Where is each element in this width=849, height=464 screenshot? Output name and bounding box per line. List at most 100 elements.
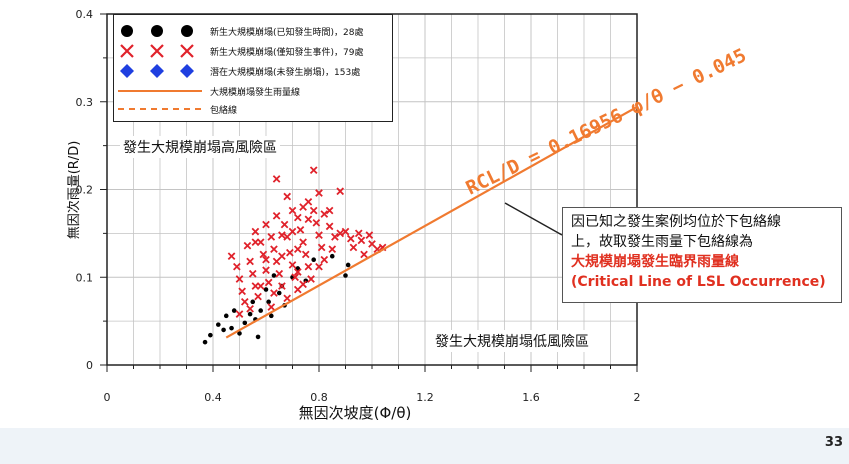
legend-label: 大規模崩塌發生雨量線 bbox=[210, 88, 301, 98]
red-x-point bbox=[243, 241, 252, 250]
solid-line-icon bbox=[118, 90, 202, 92]
low-risk-label: 發生大規模崩塌低風險區 bbox=[432, 330, 592, 352]
y-tick-label: 0.1 bbox=[76, 271, 94, 284]
red-x-point bbox=[293, 213, 302, 222]
red-x-point bbox=[307, 275, 315, 283]
red-x-point bbox=[283, 294, 292, 303]
black-dot-point bbox=[343, 273, 348, 278]
black-dot-point bbox=[255, 334, 261, 340]
black-dot-point bbox=[216, 322, 221, 327]
black-dot-point bbox=[223, 313, 229, 319]
high-risk-label: 發生大規模崩塌高風險區 bbox=[120, 136, 280, 158]
y-tick-label: 0.4 bbox=[76, 8, 94, 21]
red-x-point bbox=[299, 203, 307, 211]
black-dot-point bbox=[250, 299, 256, 305]
red-x-point bbox=[331, 233, 339, 241]
red-x-point bbox=[357, 236, 366, 245]
red-x-point bbox=[317, 243, 326, 252]
callout-line-3: 大規模崩塌發生臨界雨量線 bbox=[571, 254, 739, 270]
red-x-point bbox=[283, 192, 292, 201]
red-x-point bbox=[312, 219, 321, 227]
black-dot-point bbox=[345, 262, 351, 268]
black-dot-point bbox=[229, 325, 234, 331]
red-x-point bbox=[235, 275, 244, 283]
red-x-point bbox=[309, 206, 318, 215]
black-dot-point bbox=[237, 331, 242, 336]
red-x-point bbox=[272, 175, 281, 183]
red-x-point bbox=[315, 262, 323, 271]
red-x-point bbox=[349, 243, 358, 252]
red-x-point bbox=[286, 248, 294, 257]
red-x-point bbox=[320, 255, 329, 264]
black-dot-point bbox=[208, 332, 213, 338]
red-x-point bbox=[299, 280, 307, 289]
red-x-point bbox=[262, 266, 270, 275]
red-x-point bbox=[248, 269, 257, 278]
black-dot-point bbox=[202, 339, 208, 345]
red-x-point bbox=[293, 268, 302, 276]
x-tick-label: 0 bbox=[104, 391, 111, 404]
red-x-point bbox=[336, 187, 345, 196]
critical-line-segment bbox=[225, 105, 638, 339]
red-x-point bbox=[259, 250, 268, 259]
x-tick-label: 1.6 bbox=[522, 391, 540, 404]
black-dot-point bbox=[329, 253, 335, 259]
black-dot-point bbox=[271, 273, 277, 278]
black-dot-point bbox=[242, 320, 248, 326]
red-x-point bbox=[246, 257, 254, 266]
red-x-icon bbox=[180, 44, 194, 58]
red-x-point bbox=[233, 262, 241, 271]
x-axis-label: 無因次坡度(Φ/θ) bbox=[299, 404, 412, 422]
black-dot-point bbox=[231, 308, 237, 313]
legend-item-potential: 潛在大規模崩塌(未發生崩塌)，153處 bbox=[114, 63, 392, 79]
red-x-point bbox=[288, 206, 297, 215]
red-x-point bbox=[270, 245, 278, 254]
red-x-point bbox=[272, 211, 281, 220]
red-x-point bbox=[270, 289, 278, 297]
black-dot-point bbox=[266, 299, 271, 305]
red-x-point bbox=[246, 305, 254, 313]
black-dot-point bbox=[258, 308, 264, 313]
black-dot-point bbox=[221, 327, 226, 333]
red-x-point bbox=[291, 273, 299, 282]
blue-diamond-icon bbox=[180, 64, 194, 78]
x-tick-label: 0.4 bbox=[204, 391, 222, 404]
red-x-point bbox=[275, 269, 284, 278]
legend-item-critical-line: 大規模崩塌發生雨量線 bbox=[114, 83, 392, 99]
red-x-point bbox=[346, 234, 355, 243]
y-tick-labels: 0 0.1 0.2 0.3 0.4 bbox=[76, 8, 94, 372]
critical-line-equation: RCL/D = 0.16956 φ/θ − 0.045 bbox=[463, 44, 750, 199]
callout-pointer bbox=[504, 202, 563, 236]
x-tick-label: 2 bbox=[634, 391, 641, 404]
red-x-point bbox=[325, 222, 334, 231]
x-tick-labels: 0 0.4 0.8 1.2 1.6 2 bbox=[104, 391, 641, 404]
callout-line-2: 上，故取發生雨量下包絡線為 bbox=[571, 234, 753, 250]
legend-label: 新生大規模崩塌(已知發生時間)，28處 bbox=[210, 28, 364, 38]
red-x-point bbox=[309, 166, 318, 175]
red-x-point bbox=[267, 233, 276, 241]
red-x-point bbox=[235, 310, 244, 318]
red-x-point bbox=[288, 261, 297, 269]
legend-item-envelope: 包絡線 bbox=[114, 101, 392, 117]
critical-rainfall-line bbox=[225, 105, 638, 339]
dashed-line-icon bbox=[118, 108, 202, 110]
red-x-point bbox=[240, 297, 249, 306]
red-x-point bbox=[256, 282, 265, 290]
red-x-point bbox=[293, 245, 302, 254]
red-x-icon bbox=[150, 44, 164, 58]
red-x-point bbox=[296, 226, 305, 234]
red-x-point bbox=[328, 245, 337, 254]
red-x-point bbox=[288, 227, 297, 236]
red-x-point bbox=[262, 220, 270, 229]
legend-label: 潛在大規模崩塌(未發生崩塌)，153處 bbox=[210, 68, 361, 78]
red-x-point bbox=[304, 215, 313, 224]
red-x-point bbox=[315, 231, 323, 239]
red-x-point bbox=[320, 210, 329, 218]
legend-label: 包絡線 bbox=[210, 106, 238, 116]
blue-diamond-icon bbox=[150, 64, 164, 78]
red-x-point bbox=[238, 287, 246, 296]
y-tick-label: 0.2 bbox=[76, 184, 94, 197]
red-x-point bbox=[341, 227, 350, 236]
legend-label: 新生大規模崩塌(僅知發生事件)，79處 bbox=[210, 48, 364, 58]
